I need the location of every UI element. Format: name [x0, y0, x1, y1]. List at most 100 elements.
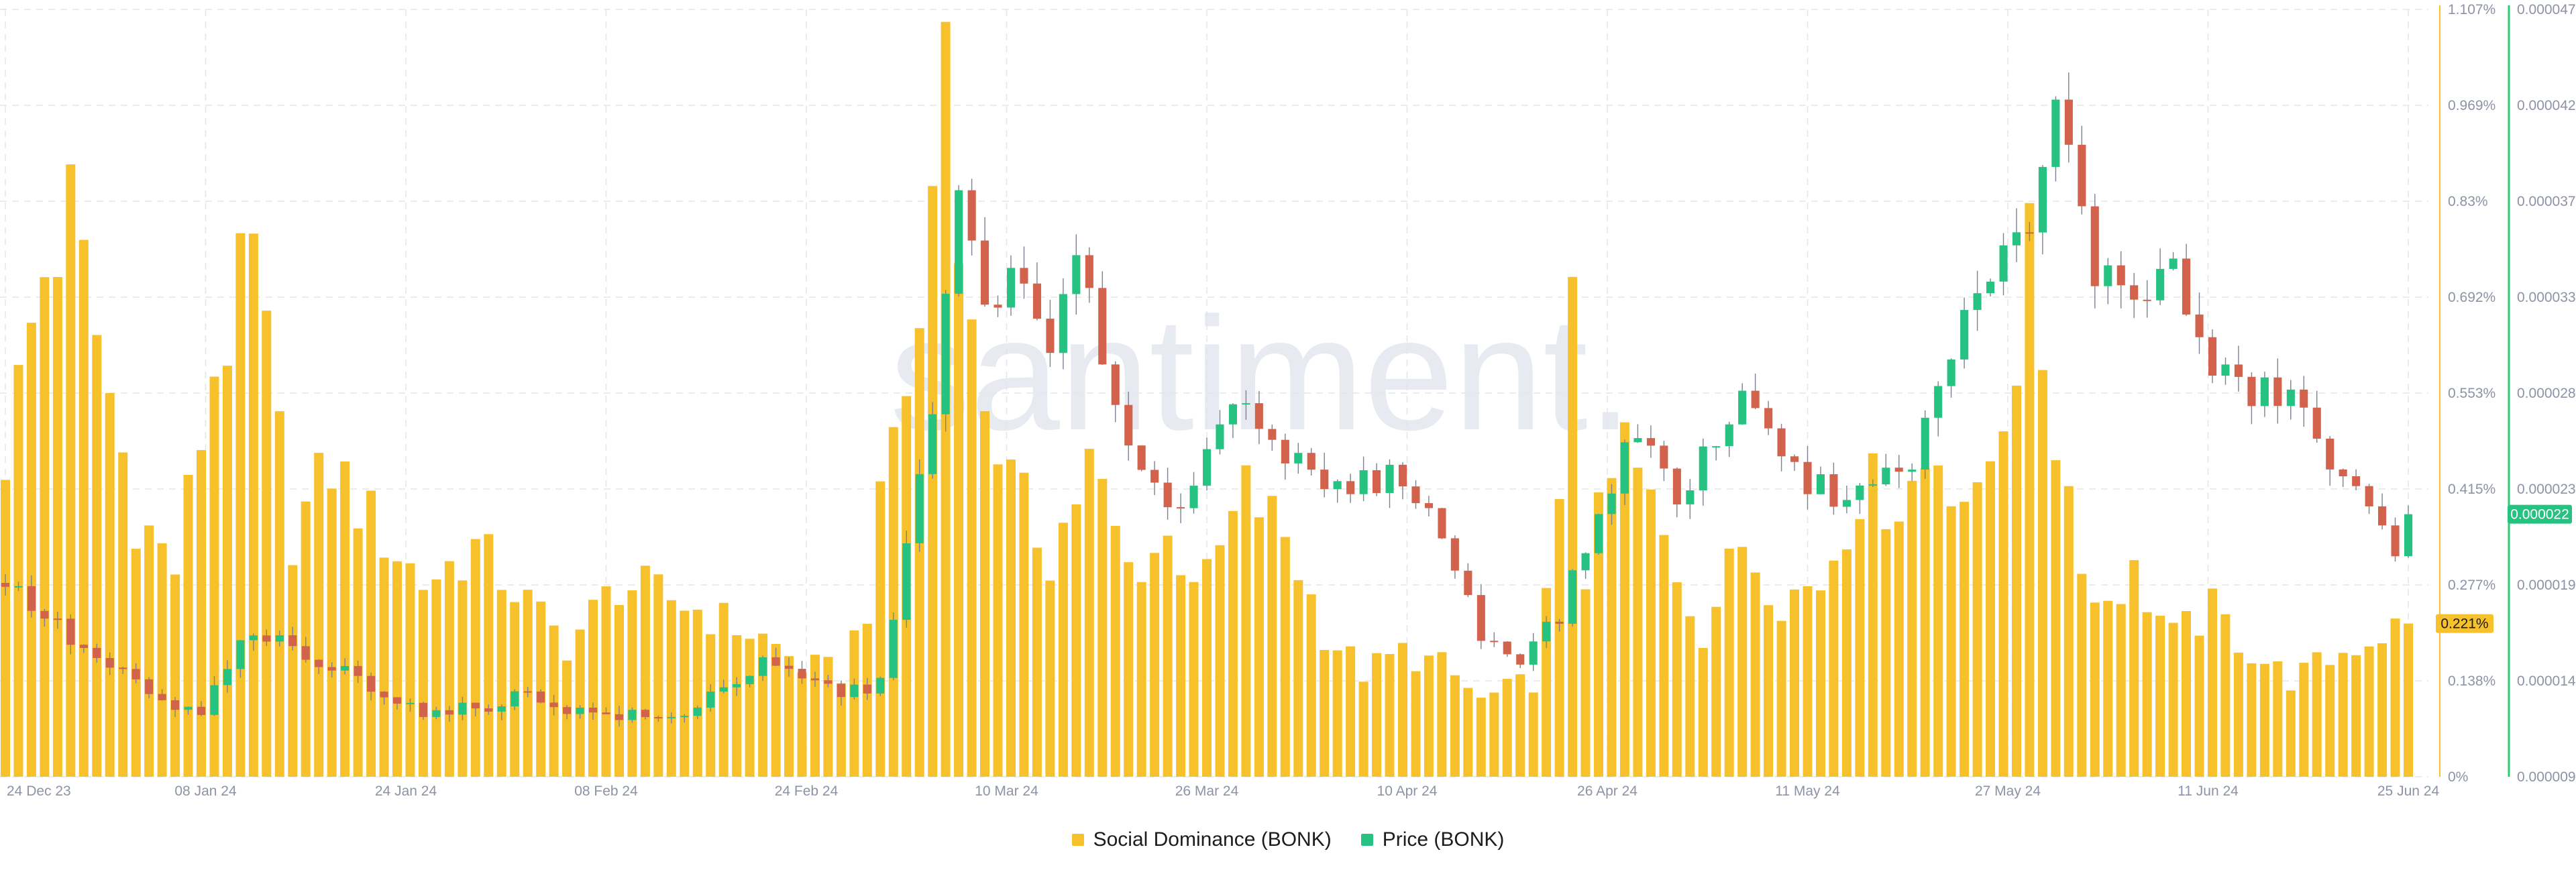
social-dominance-bar — [2312, 652, 2322, 777]
price-candle — [406, 698, 415, 712]
social-dominance-bar — [144, 525, 154, 777]
price-candle — [1163, 468, 1172, 520]
price-candle — [2195, 292, 2204, 354]
social-dominance-bar — [523, 590, 533, 777]
price-candle — [1777, 423, 1786, 472]
price-candle — [771, 647, 780, 666]
social-dominance-bar — [836, 683, 846, 777]
candle-body — [1516, 654, 1525, 665]
candle-body — [1999, 245, 2008, 282]
candle-body — [131, 669, 140, 679]
candle-body — [1111, 364, 1120, 405]
candle-body — [1490, 641, 1499, 643]
price-candle — [667, 712, 676, 724]
social-dominance-bar — [2182, 611, 2191, 777]
social-axis-tick-label: 0.277% — [2448, 578, 2496, 593]
price-candle — [1020, 246, 1028, 299]
price-candle — [2378, 493, 2387, 530]
social-dominance-bar — [1986, 461, 1995, 777]
candle-body — [614, 714, 623, 720]
social-dominance-bar — [810, 655, 820, 777]
social-dominance-bar — [1189, 582, 1199, 777]
candle-body — [484, 708, 493, 712]
social-dominance-bar — [484, 534, 494, 777]
candle-body — [1894, 468, 1903, 472]
social-dominance-bar — [1241, 465, 1251, 777]
candle-body — [798, 669, 806, 679]
price-candle — [93, 643, 101, 663]
candle-body — [236, 640, 245, 669]
legend-swatch-price — [1360, 834, 1373, 846]
price-axis-tick-label: 0.000014 — [2517, 673, 2576, 689]
social-dominance-bar — [1398, 643, 1407, 777]
candle-body — [1281, 439, 1289, 464]
candle-body — [1986, 281, 1995, 294]
price-candle — [1607, 484, 1616, 525]
candle-body — [2312, 407, 2321, 439]
social-dominance-bar — [1411, 671, 1421, 777]
price-candle — [341, 658, 350, 675]
price-candle — [2312, 390, 2321, 443]
candle-body — [1294, 453, 1303, 464]
candle-body — [1908, 470, 1917, 472]
social-dominance-bar — [197, 449, 206, 777]
social-dominance-bar — [131, 549, 141, 777]
social-dominance-bar — [823, 657, 833, 777]
candle-body — [1595, 514, 1603, 553]
legend-item-price[interactable]: Price (BONK) — [1360, 828, 1504, 851]
date-axis-tick-label: 08 Feb 24 — [574, 783, 638, 799]
price-candle — [1712, 445, 1721, 461]
candle-body — [1738, 390, 1747, 425]
price-candle — [2339, 468, 2347, 487]
price-candle — [1516, 653, 1525, 669]
social-dominance-bar — [444, 561, 454, 777]
candle-body — [2064, 99, 2073, 145]
candle-body — [2116, 265, 2125, 286]
price-candle — [1098, 271, 1107, 365]
social-axis-tick-label: 0.138% — [2448, 673, 2496, 689]
candle-body — [537, 692, 545, 703]
price-candle — [810, 671, 819, 687]
price-candle — [628, 707, 637, 723]
social-dominance-bar — [1150, 553, 1160, 777]
candle-body — [2090, 206, 2099, 286]
social-dominance-bar — [1476, 698, 1486, 777]
price-candle — [1216, 410, 1224, 455]
social-dominance-bar — [2116, 604, 2126, 777]
price-candle — [1973, 270, 1982, 331]
social-dominance-bar — [1776, 620, 1786, 777]
social-dominance-bar — [928, 186, 938, 777]
social-dominance-bar — [1358, 682, 1368, 777]
price-candle — [2326, 436, 2334, 486]
candle-body — [1464, 570, 1472, 596]
social-dominance-bar — [1659, 535, 1669, 777]
legend-item-social-dominance[interactable]: Social Dominance (BONK) — [1071, 828, 1332, 851]
candle-body — [1686, 490, 1695, 504]
price-candle — [1803, 446, 1812, 510]
social-dominance-bar — [1502, 679, 1512, 777]
candle-body — [1450, 538, 1459, 571]
price-candle — [1829, 462, 1838, 515]
candle-body — [1150, 470, 1159, 483]
date-axis-tick-label: 26 Mar 24 — [1175, 783, 1239, 799]
candle-body — [2247, 376, 2256, 406]
candle-body — [1307, 453, 1316, 470]
price-candle — [119, 666, 127, 674]
social-dominance-bar — [1332, 650, 1342, 777]
price-candle — [2365, 484, 2373, 514]
price-candle — [2221, 358, 2230, 385]
social-dominance-bar — [1724, 548, 1734, 777]
social-dominance-bar — [366, 490, 376, 777]
candle-body — [197, 706, 206, 715]
candle-body — [262, 635, 271, 642]
price-candle — [1633, 424, 1642, 443]
social-dominance-bar — [170, 574, 180, 777]
candle-body — [1816, 474, 1825, 494]
candle-body — [1216, 424, 1224, 449]
social-dominance-bar — [666, 600, 676, 777]
social-dominance-bar — [1841, 549, 1851, 777]
social-dominance-bar — [2259, 663, 2269, 777]
social-axis-tick-label: 0.415% — [2448, 482, 2496, 497]
social-dominance-bar — [2194, 635, 2204, 777]
price-candle — [1620, 439, 1629, 505]
